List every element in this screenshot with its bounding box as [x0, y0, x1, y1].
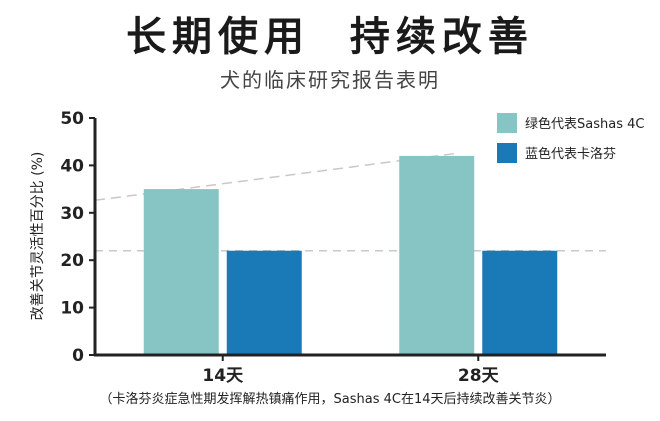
- y-tick-label: 0: [72, 346, 84, 366]
- bar-sashas-4c-2: [399, 155, 475, 355]
- chart-title: 长期使用 持续改善: [126, 14, 534, 60]
- legend-label: 蓝色代表卡洛芬: [525, 146, 616, 162]
- y-axis-label: 改善关节灵活性百分比 (%): [30, 152, 46, 321]
- legend-label: 绿色代表Sashas 4C: [525, 116, 644, 132]
- chart-subtitle: 犬的临床研究报告表明: [220, 68, 440, 92]
- legend-swatch: [497, 143, 517, 163]
- y-tick-label: 10: [60, 299, 84, 319]
- bar-carprofen-1: [226, 250, 302, 355]
- y-tick-label: 40: [60, 156, 84, 176]
- bar-carprofen-2: [482, 250, 558, 355]
- footnote: （卡洛芬炎症急性期发挥解热镇痛作用，Sashas 4C在14天后持续改善关节炎）: [99, 392, 561, 407]
- y-tick-label: 50: [60, 109, 84, 129]
- x-tick-label: 14天: [202, 366, 244, 386]
- x-tick-label: 28天: [458, 366, 500, 386]
- legend-swatch: [497, 113, 517, 133]
- bar-sashas-4c-1: [143, 189, 219, 355]
- y-tick-label: 20: [60, 251, 84, 271]
- y-tick-label: 30: [60, 204, 84, 224]
- trend-dashed-line: [94, 152, 457, 202]
